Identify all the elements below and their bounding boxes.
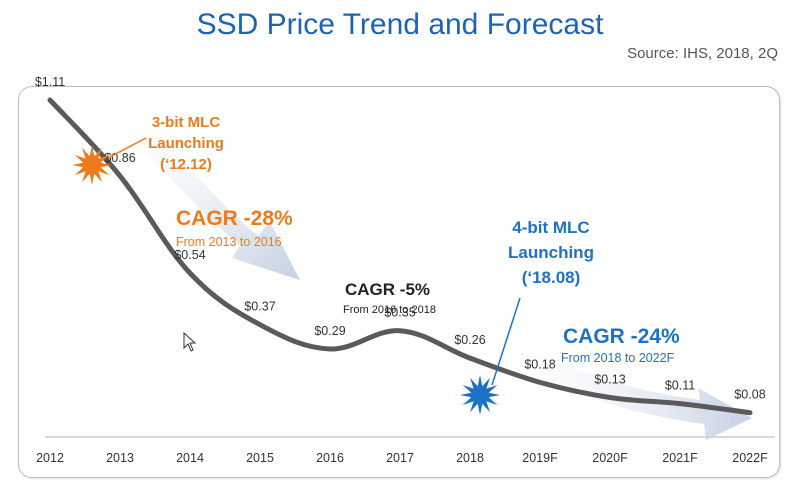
cagr-2016-2018-sub: From 2016 to 2018 <box>343 304 436 316</box>
data-label-2016: $0.29 <box>314 324 345 338</box>
x-tick-2022F: 2022F <box>732 451 768 465</box>
cagr-2018-2022-sub: From 2018 to 2022F <box>561 351 675 365</box>
data-label-2019F: $0.18 <box>524 357 555 371</box>
cagr-2013-2016-sub: From 2013 to 2016 <box>176 235 282 249</box>
x-tick-2021F: 2021F <box>662 451 698 465</box>
mlc4-title: 4-bit MLC <box>512 218 589 237</box>
data-label-2018: $0.26 <box>454 333 485 347</box>
mlc3-subtitle: Launching <box>148 135 224 152</box>
x-tick-2020F: 2020F <box>592 451 628 465</box>
x-tick-2013: 2013 <box>106 451 134 465</box>
starburst-4bit-icon <box>460 375 500 415</box>
source-note: Source: IHS, 2018, 2Q <box>627 45 778 62</box>
callout-4bit-line <box>491 297 521 386</box>
x-tick-2017: 2017 <box>386 451 414 465</box>
data-label-2014: $0.54 <box>174 248 205 262</box>
data-label-2017: $0.35 <box>384 306 415 320</box>
data-label-2020F: $0.13 <box>594 373 625 387</box>
x-tick-2012: 2012 <box>36 451 64 465</box>
mouse-cursor-icon <box>183 331 197 352</box>
mlc3-date: (‘12.12) <box>160 156 212 173</box>
x-tick-2014: 2014 <box>176 451 204 465</box>
x-tick-2016: 2016 <box>316 451 344 465</box>
data-label-2012: $1.11 <box>35 75 65 89</box>
x-tick-2018: 2018 <box>456 451 484 465</box>
data-label-2013: $0.86 <box>104 151 135 165</box>
callout-3bit-line <box>107 137 147 159</box>
x-tick-2015: 2015 <box>246 451 274 465</box>
data-label-2022F: $0.08 <box>734 388 765 402</box>
cagr-2013-2016: CAGR -28% <box>176 207 293 230</box>
data-label-2015: $0.37 <box>244 300 275 314</box>
cagr-2016-2018: CAGR -5% <box>345 280 430 299</box>
price-trend-line <box>47 97 753 416</box>
mlc4-date: (‘18.08) <box>522 268 581 287</box>
trend-arrow-2018-2022 <box>505 340 752 440</box>
mlc4-subtitle: Launching <box>508 243 594 262</box>
cagr-2018-2022: CAGR -24% <box>563 325 680 348</box>
data-label-2021F: $0.11 <box>665 379 695 393</box>
trend-arrow-2013-2016 <box>110 115 300 280</box>
starburst-3bit-icon <box>72 145 112 185</box>
mlc3-title: 3-bit MLC <box>152 114 220 131</box>
chart-title: SSD Price Trend and Forecast <box>196 8 604 41</box>
x-tick-2019F: 2019F <box>522 451 558 465</box>
